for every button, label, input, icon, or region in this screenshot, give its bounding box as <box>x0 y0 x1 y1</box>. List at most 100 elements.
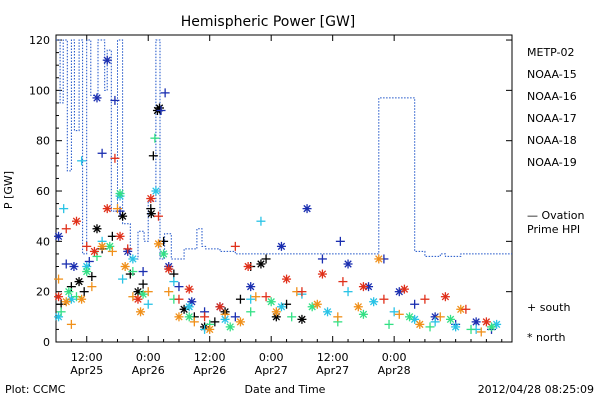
north-marker <box>369 297 379 307</box>
north-marker <box>151 186 161 196</box>
marker-stroke <box>236 318 245 326</box>
south-marker <box>379 294 389 304</box>
marker-stroke <box>93 225 101 233</box>
marker-stroke <box>323 308 332 316</box>
x-tick-date: Apr25 <box>70 364 103 377</box>
marker-stroke <box>277 242 286 251</box>
marker-stroke <box>441 293 450 301</box>
legend-entry: METP-02 <box>527 46 575 59</box>
north-marker <box>89 246 99 256</box>
north-marker <box>353 302 363 312</box>
marker-stroke <box>154 240 163 248</box>
south-marker <box>476 327 486 337</box>
marker-stroke <box>318 270 327 278</box>
north-marker <box>312 299 322 309</box>
marker-stroke <box>103 56 111 64</box>
points-layer <box>54 55 502 337</box>
footer-timestamp: 2012/04/28 08:25:09 <box>478 383 594 396</box>
north-marker <box>415 319 425 329</box>
y-tick-label: 120 <box>29 34 50 47</box>
marker-stroke <box>134 295 142 303</box>
south-marker <box>169 269 179 279</box>
marker-stroke <box>134 287 142 296</box>
south-marker <box>333 312 343 322</box>
y-axis: 0 20 40 60 80 100 120 <box>29 34 512 349</box>
north-marker <box>471 317 481 327</box>
south-marker <box>143 299 153 309</box>
legend-ovation-label: — Ovation <box>527 209 585 222</box>
south-marker <box>110 153 120 163</box>
marker-stroke <box>185 303 193 311</box>
marker-stroke <box>121 262 129 271</box>
marker-stroke <box>129 255 137 263</box>
north-marker <box>276 241 286 251</box>
north-marker <box>358 282 368 292</box>
north-marker <box>115 231 125 241</box>
marker-stroke <box>375 255 383 263</box>
marker-stroke <box>313 300 322 308</box>
north-marker <box>481 317 491 327</box>
x-tick-time: 12:00 <box>317 351 349 364</box>
south-marker <box>59 204 69 214</box>
south-marker <box>61 259 71 269</box>
legend: METP-02 NOAA-15 NOAA-16 NOAA-17 NOAA-18 NOAA-… <box>527 46 585 344</box>
footer-credit: Plot: CCMC <box>5 383 66 396</box>
marker-stroke <box>90 247 99 256</box>
south-marker <box>200 312 210 322</box>
north-marker <box>446 314 456 324</box>
south-marker <box>261 254 271 264</box>
legend-marker-key: + south <box>527 301 570 314</box>
south-marker <box>66 319 76 329</box>
marker-stroke <box>103 204 111 213</box>
legend-entry: NOAA-18 <box>527 134 577 147</box>
south-marker <box>261 292 271 302</box>
marker-stroke <box>54 293 63 301</box>
south-marker <box>118 274 128 284</box>
marker-stroke <box>272 308 281 316</box>
marker-stroke <box>226 323 234 331</box>
marker-stroke <box>98 242 106 251</box>
marker-stroke <box>446 315 455 324</box>
south-marker <box>430 317 440 327</box>
y-tick-label: 20 <box>36 286 50 299</box>
north-marker <box>118 211 128 221</box>
north-marker <box>302 204 312 214</box>
north-marker <box>225 322 235 332</box>
south-marker <box>435 312 445 322</box>
south-marker <box>138 267 148 277</box>
south-marker <box>410 299 420 309</box>
y-tick-label: 80 <box>36 135 50 148</box>
north-marker <box>82 267 92 277</box>
south-marker <box>246 294 256 304</box>
north-marker <box>77 294 87 304</box>
north-marker <box>317 269 327 279</box>
south-marker <box>123 244 133 254</box>
south-marker <box>189 317 199 327</box>
marker-stroke <box>267 298 275 306</box>
marker-stroke <box>136 308 145 316</box>
south-marker <box>128 267 138 277</box>
marker-stroke <box>93 94 101 102</box>
south-marker <box>338 277 348 287</box>
south-marker <box>425 322 435 332</box>
south-marker <box>420 294 430 304</box>
north-marker <box>374 254 384 264</box>
ovation-layer <box>56 39 512 260</box>
legend-entry: NOAA-15 <box>527 68 577 81</box>
y-axis-label: P [GW] <box>2 171 15 209</box>
north-marker <box>159 249 169 259</box>
marker-stroke <box>147 194 155 203</box>
south-marker <box>169 277 179 287</box>
south-marker <box>220 309 230 319</box>
marker-stroke <box>457 305 465 313</box>
north-marker <box>235 317 245 327</box>
marker-stroke <box>185 285 193 293</box>
marker-stroke <box>106 242 114 251</box>
south-marker <box>110 95 120 105</box>
north-marker <box>282 274 292 284</box>
marker-stroke <box>354 303 362 311</box>
marker-stroke <box>116 232 124 241</box>
marker-stroke <box>65 287 73 296</box>
marker-stroke <box>175 313 183 321</box>
south-marker <box>256 216 266 226</box>
